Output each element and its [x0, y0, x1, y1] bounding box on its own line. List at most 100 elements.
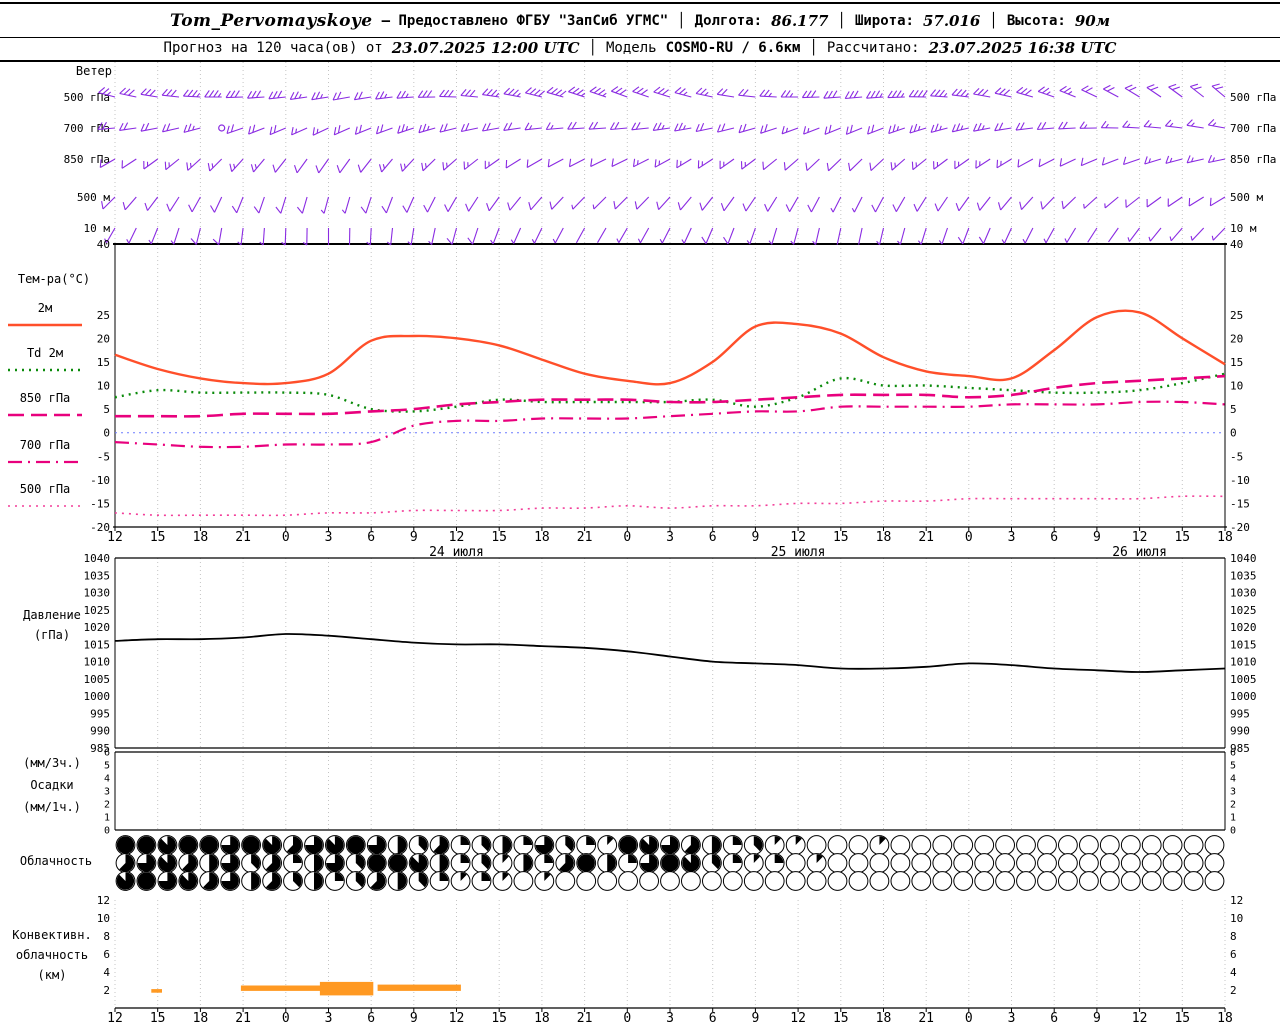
cloud-cover-fill: [661, 854, 679, 872]
wind-panel: 500 гПа 500 гПа 700 гПа 700 гПа 850 гПа 850 г…: [64, 83, 1276, 246]
cloud-cover-fill: [182, 854, 198, 872]
cloud-cover-fill: [158, 836, 177, 854]
y-tick-label: 3: [1230, 787, 1236, 798]
y-tick-label: 990: [90, 725, 110, 738]
cloud-cover-fill: [137, 836, 156, 854]
cloud-cover-icon: [974, 853, 995, 873]
cloud-cover-icon: [1058, 853, 1078, 873]
y-tick-label: 4: [104, 774, 110, 785]
cloud-cover-icon: [806, 871, 827, 891]
time-tick-label: 15: [150, 1011, 166, 1024]
cloud-cover-icon: [764, 871, 785, 891]
convective-units-label: (км): [37, 968, 67, 982]
cloud-cover-fill: [200, 836, 218, 854]
cloud-cover-icon: [1099, 853, 1120, 873]
cloud-cover-fill: [221, 836, 239, 854]
time-tick-label: 0: [623, 530, 631, 545]
cloud-cover-icon: [785, 835, 806, 855]
legend-label: 850 гПа: [20, 391, 71, 405]
longitude-value: 86.177: [771, 11, 829, 30]
cloud-cover-fill: [439, 872, 449, 881]
time-tick-label: 12: [1132, 530, 1148, 545]
time-tick-label: 0: [282, 530, 290, 545]
cloud-cover-fill: [774, 854, 784, 863]
time-tick-label: 21: [235, 1011, 251, 1024]
cloud-cover-fill: [418, 836, 428, 852]
y-tick-label: 1025: [1230, 604, 1257, 617]
time-tick-label: 15: [1174, 1011, 1190, 1024]
convective-cloud-bar: [377, 984, 461, 991]
time-tick-label: 12: [1132, 1011, 1148, 1024]
cloud-cover-icon: [869, 853, 890, 873]
time-tick-label: 6: [1050, 530, 1058, 545]
cloud-cover-icon: [1079, 835, 1099, 855]
cloud-cover-fill: [577, 854, 595, 872]
precip-panel: 6 6 5 5 4 4 3 3 2 2 1 1 0 0: [104, 748, 1236, 837]
temp-series: [114, 372, 1226, 413]
cloud-cover-fill: [368, 836, 386, 854]
convective-cloud-bar: [319, 981, 374, 996]
y-tick-label: 5: [1230, 761, 1236, 772]
cloud-cover-fill: [502, 836, 512, 854]
y-tick-label: 12: [97, 894, 110, 907]
y-tick-label: 5: [1230, 403, 1237, 416]
cloud-cover-fill: [732, 854, 742, 863]
cloud-cover-fill: [565, 836, 574, 852]
time-tick-label: 15: [491, 1011, 507, 1024]
y-tick-label: 1035: [1230, 569, 1257, 582]
wind-level-label: 500 гПа: [1230, 91, 1276, 104]
time-tick-label: 3: [666, 530, 674, 545]
cloud-cover-icon: [953, 853, 974, 873]
wind-level-label: 10 м: [1230, 222, 1257, 235]
cloud-cover-icon: [1037, 871, 1057, 891]
cloud-cover-fill: [179, 872, 198, 890]
convective-title-line1: Конвективн.: [12, 928, 92, 942]
y-tick-label: -20: [1230, 521, 1250, 534]
cloud-cover-fill: [774, 836, 781, 845]
y-tick-label: -20: [90, 521, 110, 534]
cloud-cover-icon: [890, 835, 911, 855]
cloud-cover-fill: [355, 872, 365, 888]
header-row-1: Tom_Pervomayskoye — Предоставлено ФГБУ "…: [0, 2, 1280, 38]
y-tick-label: 985: [90, 742, 110, 755]
convective-title-line2: облачность: [15, 948, 89, 962]
cloud-cover-fill: [753, 836, 763, 852]
cloud-cover-fill: [368, 854, 386, 872]
wind-panel-title: Ветер: [75, 64, 112, 78]
cloud-cover-icon: [1099, 871, 1120, 891]
time-tick-label: 21: [918, 1011, 934, 1024]
time-tick-label: 0: [965, 530, 973, 545]
time-axis: 1212151518182121003366991212151518182121…: [107, 527, 1233, 1024]
y-tick-label: 25: [97, 309, 110, 322]
time-tick-label: 18: [193, 1011, 209, 1024]
time-tick-label: 3: [325, 530, 333, 545]
time-tick-label: 18: [193, 530, 209, 545]
altitude-value: 90м: [1074, 11, 1110, 30]
y-tick-label: 1020: [1230, 621, 1257, 634]
time-tick-label: 0: [965, 1011, 973, 1024]
cloud-cover-fill: [137, 872, 156, 890]
time-tick-label: 9: [410, 530, 418, 545]
y-tick-label: 1040: [84, 552, 111, 565]
time-tick-label: 6: [709, 1011, 717, 1024]
separator-icon: │: [809, 40, 818, 56]
cloud-cover-icon: [555, 871, 576, 891]
day-label: 26 июля: [1112, 545, 1167, 560]
y-tick-label: 8: [1230, 930, 1237, 943]
cloud-cover-fill: [523, 836, 533, 845]
time-tick-label: 3: [1008, 1011, 1016, 1024]
wind-level-label: 500 м: [1230, 191, 1263, 204]
cloud-cover-icon: [932, 853, 953, 873]
y-tick-label: 5: [103, 403, 110, 416]
cloud-cover-icon: [513, 871, 534, 891]
cloud-cover-icon: [743, 853, 764, 873]
y-tick-label: 10: [1230, 380, 1243, 393]
pressure-panel: 1040 1040 1035 1035 1030 1030 1025 1025 1020 1020…: [84, 552, 1257, 755]
separator-icon: │: [588, 40, 597, 56]
cloud-cover-icon: [785, 871, 806, 891]
cloud-cover-fill: [305, 836, 323, 854]
cloud-cover-icon: [995, 853, 1015, 873]
cloud-cover-fill: [481, 854, 491, 870]
y-tick-label: 1005: [1230, 673, 1257, 686]
